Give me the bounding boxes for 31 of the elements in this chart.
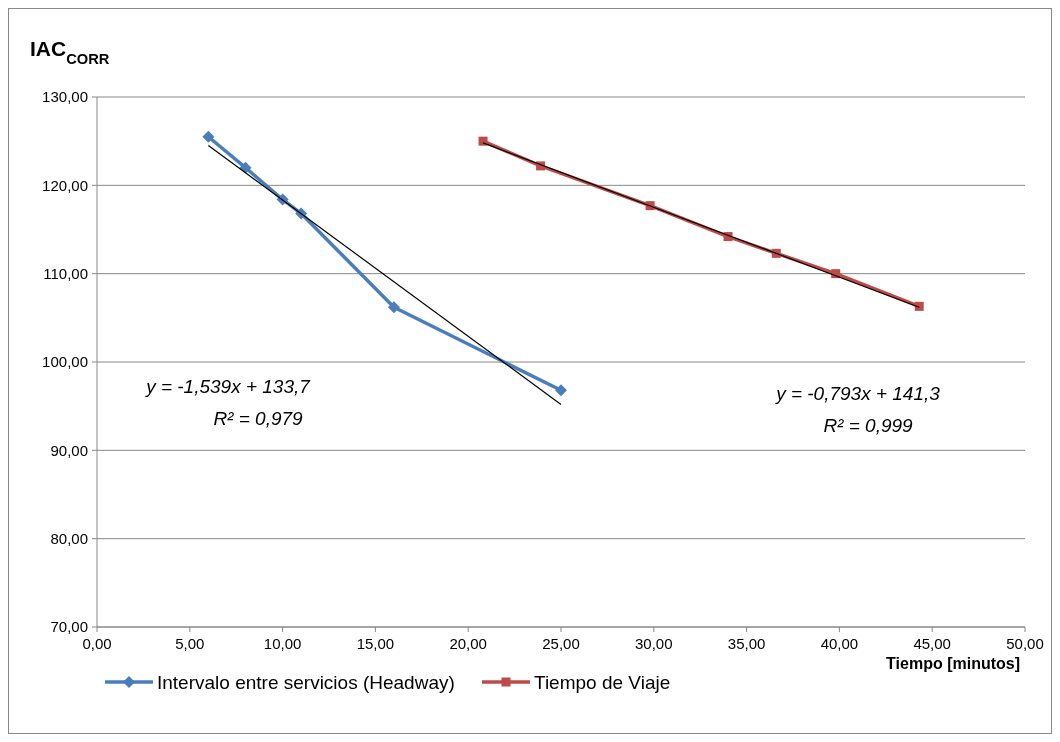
x-tick-label: 40,00 — [820, 635, 859, 652]
x-tick-label: 35,00 — [727, 635, 766, 652]
y-tick-label: 100,00 — [42, 353, 88, 371]
point — [914, 301, 924, 311]
point — [478, 136, 488, 146]
x-tick-label: 20,00 — [449, 635, 487, 652]
x-tick-label: 30,00 — [635, 635, 673, 652]
y-tick-label: 70,00 — [50, 618, 88, 636]
y-tick-label: 110,00 — [43, 264, 88, 282]
legend-label: Intervalo entre servicios (Headway) — [157, 671, 455, 693]
annotation: y = -0,793x + 141,3 — [774, 383, 941, 404]
point — [202, 130, 215, 143]
legend-label: Tiempo de Viaje — [534, 671, 671, 693]
y-tick-label: 80,00 — [50, 529, 88, 547]
y-tick-label: 90,00 — [50, 441, 88, 459]
x-tick-label: 50,00 — [1006, 635, 1044, 652]
annotation: R² = 0,999 — [823, 415, 914, 436]
x-tick-label: 25,00 — [542, 635, 580, 652]
x-tick-label: 5,00 — [175, 635, 205, 652]
y-tick-label: 120,00 — [42, 176, 88, 194]
x-tick-label: 10,00 — [263, 635, 302, 652]
y-tick-label: 130,00 — [42, 88, 88, 106]
y-axis-title: IAC$_{CORR}$ — [30, 37, 110, 67]
x-axis-title: Tiempo [minutos] — [886, 655, 1020, 672]
x-tick-label: 15,00 — [356, 635, 395, 652]
point — [555, 384, 567, 397]
x-tick-label: 45,00 — [913, 635, 951, 652]
point — [387, 301, 400, 314]
annotation: R² = 0,979 — [213, 408, 304, 429]
x-tick-label: 0,00 — [82, 635, 112, 652]
annotation: y = -1,539x + 133,7 — [144, 376, 312, 397]
